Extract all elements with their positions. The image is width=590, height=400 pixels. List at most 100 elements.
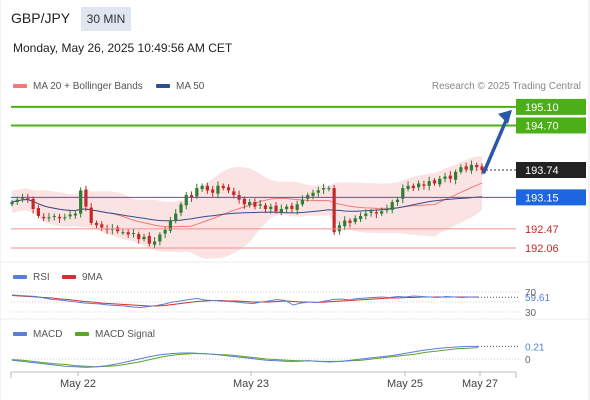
candle-body	[300, 199, 305, 205]
legend-macd-signal: MACD Signal	[75, 329, 155, 340]
candle-body	[406, 185, 410, 190]
x-axis-tick-label: May 23	[233, 378, 269, 390]
candle-body	[443, 176, 447, 179]
forecast-arrowhead	[498, 109, 512, 124]
legend-rsi-label: RSI	[33, 272, 50, 283]
candle-body	[232, 191, 236, 196]
legend-macd: MACD	[13, 329, 62, 340]
candle-body	[94, 222, 99, 226]
candle-body	[285, 206, 289, 209]
candle-body	[348, 220, 352, 223]
candle-body	[253, 202, 257, 207]
candle-body	[221, 185, 225, 189]
target-label-box	[516, 98, 586, 115]
rsi-tick-70: 70	[525, 288, 537, 299]
candle-body	[31, 198, 35, 209]
candle-body	[369, 211, 373, 213]
candle-body	[358, 215, 363, 220]
candle-body	[179, 204, 183, 213]
candle-body	[316, 190, 320, 193]
candle-body	[142, 236, 146, 240]
candle-body	[84, 189, 88, 207]
target-label-box	[516, 117, 586, 134]
pivot-label: 193.15	[525, 192, 559, 204]
legend-ma50-swatch	[156, 84, 170, 89]
macd-line	[11, 345, 478, 368]
candle-body	[269, 206, 273, 209]
candle-body	[427, 181, 431, 186]
candle-body	[174, 213, 178, 221]
x-axis-tick-label: May 25	[387, 378, 423, 390]
candle-body	[401, 188, 405, 199]
legend-ma20-label: MA 20 + Bollinger Bands	[33, 81, 143, 92]
candle-body	[137, 234, 141, 240]
datetime-label: Monday, May 26, 2025 10:49:56 AM CET	[13, 41, 233, 55]
legend-rsi: RSI	[13, 272, 50, 283]
candle-body	[337, 225, 342, 232]
candle-body	[295, 204, 299, 210]
candle-body	[20, 197, 25, 199]
candle-body	[184, 195, 188, 206]
candle-body	[152, 241, 157, 245]
candle-body	[411, 185, 415, 189]
candle-body	[47, 217, 51, 219]
candle-body	[448, 175, 452, 179]
candle-body	[480, 166, 484, 171]
last-price-label: 193.74	[525, 165, 559, 177]
pivot-label-box	[516, 189, 586, 206]
candle-body	[364, 213, 368, 216]
candle-body	[242, 198, 246, 205]
candle-body	[380, 211, 384, 214]
candle-body	[211, 189, 215, 193]
candle-body	[131, 233, 136, 235]
candle-body	[147, 235, 151, 244]
legend-macd-signal-label: MACD Signal	[95, 329, 156, 340]
target-label: 194.70	[525, 120, 559, 132]
legend-ma50-label: MA 50	[176, 81, 205, 92]
candle-body	[195, 188, 199, 197]
rsi-last-value: 59.61	[525, 293, 550, 304]
candle-body	[89, 207, 93, 223]
candle-body	[263, 205, 268, 209]
macd-signal-line	[11, 347, 479, 368]
legend-macd-label: MACD	[33, 329, 63, 340]
candle-body	[475, 164, 479, 168]
candle-body	[374, 212, 378, 214]
timeframe-badge[interactable]: 30 MIN	[81, 7, 131, 31]
candle-body	[417, 183, 421, 188]
legend-ma20-swatch	[13, 84, 27, 89]
candle-body	[100, 224, 104, 228]
candle-body	[68, 214, 72, 217]
candle-body	[385, 208, 389, 211]
candle-body	[15, 199, 19, 203]
legend-ma50: MA 50	[156, 81, 204, 92]
candle-body	[42, 216, 46, 219]
support-label: 192.06	[525, 243, 559, 255]
candle-body	[353, 218, 357, 222]
candle-body	[327, 188, 331, 190]
candle-body	[52, 215, 56, 217]
source-credit: Research © 2025 Trading Central	[431, 81, 581, 92]
candle-body	[464, 166, 468, 170]
candle-body	[126, 232, 130, 235]
legend-ma20: MA 20 + Bollinger Bands	[13, 81, 143, 92]
candle-body	[311, 192, 315, 196]
candle-body	[26, 198, 30, 200]
bollinger-band	[12, 156, 482, 259]
candle-body	[432, 180, 437, 184]
x-axis-tick-label: May 27	[462, 378, 498, 390]
rsi-line	[11, 294, 479, 309]
candle-body	[332, 188, 336, 233]
candle-body	[205, 185, 209, 191]
candle-body	[189, 195, 194, 198]
candle-body	[63, 217, 67, 219]
candle-body	[459, 167, 463, 172]
legend-rsi-ma-label: 9MA	[82, 272, 103, 283]
legend-rsi-ma-swatch	[62, 275, 76, 280]
candle-body	[79, 190, 83, 214]
candle-body	[395, 199, 400, 203]
candle-body	[438, 178, 442, 185]
target-label: 195.10	[525, 102, 559, 114]
candle-body	[10, 202, 14, 205]
